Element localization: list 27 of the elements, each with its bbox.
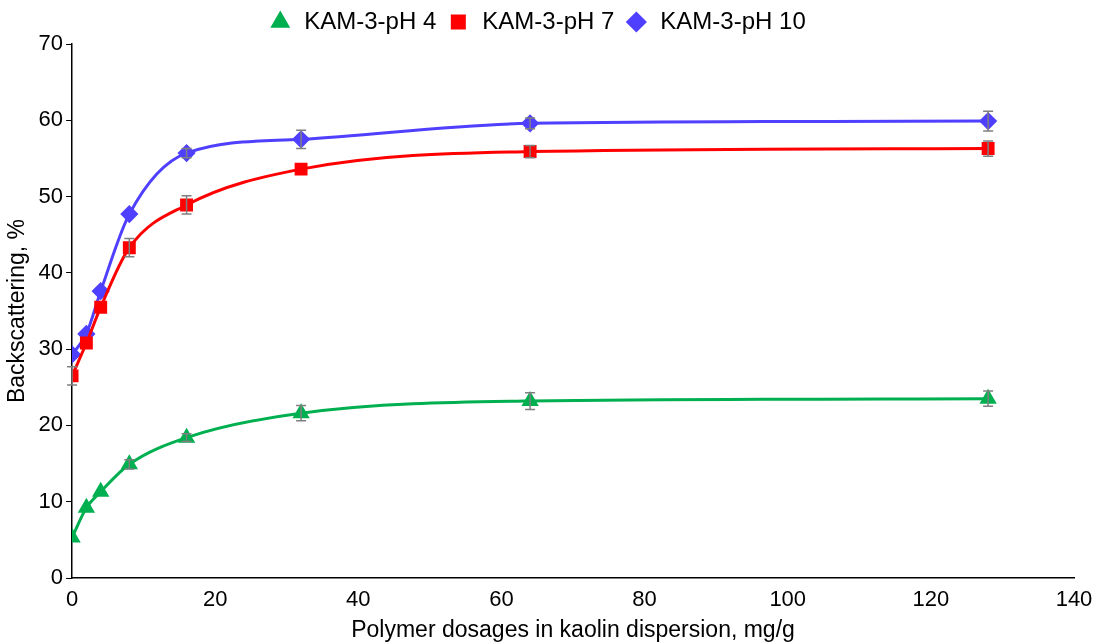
- legend-label: KAM-3-pH 4: [304, 6, 437, 34]
- y-tick-label: 50: [38, 182, 64, 208]
- x-tick-label: 120: [912, 586, 950, 612]
- x-axis-title: Polymer dosages in kaolin dispersion, mg/g: [351, 615, 795, 642]
- point: [94, 300, 108, 314]
- y-tick-label: 70: [38, 30, 64, 56]
- x-tick-label: 20: [202, 586, 228, 612]
- y-tick-label: 30: [38, 335, 64, 361]
- point: [79, 336, 93, 350]
- x-tick-label: 140: [1055, 586, 1093, 612]
- y-tick-label: 0: [50, 564, 64, 590]
- point: [294, 162, 308, 176]
- point: [78, 499, 94, 513]
- y-tick-label: 40: [38, 258, 64, 284]
- point: [92, 282, 110, 300]
- point: [93, 483, 109, 497]
- y-tick-label: 20: [38, 411, 64, 437]
- legend-label: KAM-3-pH 7: [482, 6, 615, 34]
- x-tick-label: 60: [489, 586, 514, 612]
- x-tick-label: 40: [346, 586, 371, 612]
- x-tick-label: 100: [769, 586, 807, 612]
- y-axis-title: Backscattering, %: [3, 218, 30, 404]
- legend-label: KAM-3-pH 10: [660, 6, 806, 34]
- point: [120, 205, 138, 223]
- y-tick-label: 60: [38, 106, 64, 132]
- x-tick-label: 80: [632, 586, 657, 612]
- y-tick-label: 10: [38, 487, 64, 513]
